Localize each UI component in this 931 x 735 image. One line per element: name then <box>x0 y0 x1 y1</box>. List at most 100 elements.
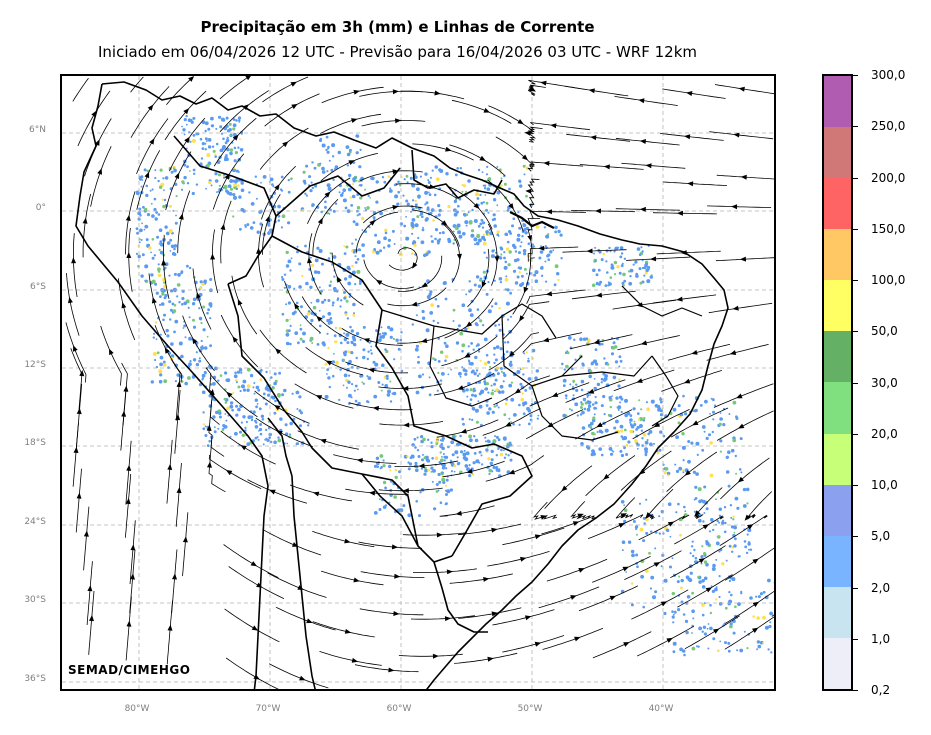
streamline-arrow <box>618 523 625 528</box>
rain-cell <box>389 380 392 383</box>
rain-cell <box>591 418 596 423</box>
rain-cell <box>383 180 387 184</box>
rain-cell <box>241 384 245 389</box>
rain-cell <box>406 181 409 184</box>
rain-cell <box>466 395 469 398</box>
rain-cell <box>406 202 410 206</box>
rain-cell <box>188 170 191 172</box>
rain-cell <box>508 250 512 254</box>
rain-cell <box>625 571 628 573</box>
rain-cell <box>660 565 663 568</box>
rain-cell <box>281 278 285 281</box>
rain-cell <box>594 260 597 262</box>
streamline <box>175 462 182 527</box>
rain-cell <box>220 132 224 135</box>
streamline-arrow <box>353 89 360 95</box>
rain-cell <box>734 496 739 501</box>
streamline <box>231 275 258 335</box>
streamline <box>269 663 329 689</box>
rain-cell <box>407 513 412 518</box>
rain-cell <box>350 351 354 355</box>
rain-cell <box>417 360 420 364</box>
rain-cell <box>535 369 539 373</box>
rain-cell <box>143 168 147 172</box>
rain-cell <box>234 151 238 155</box>
rain-cell <box>638 502 642 505</box>
rain-cell <box>380 326 383 329</box>
rain-cell <box>677 421 681 425</box>
rain-cell <box>627 540 632 544</box>
rain-cell <box>162 360 166 364</box>
streamline <box>444 298 494 339</box>
rain-cell <box>333 353 335 355</box>
rain-cell <box>701 613 705 617</box>
streamline <box>566 133 631 142</box>
rain-cell <box>499 281 502 284</box>
streamline <box>225 657 279 689</box>
rain-cell <box>445 502 448 505</box>
streamline <box>773 582 774 584</box>
streamline <box>320 153 378 182</box>
rain-cell <box>252 410 256 414</box>
colorbar-tick <box>853 638 858 640</box>
rain-cell <box>384 348 387 351</box>
rain-cell <box>182 327 185 329</box>
rain-cell <box>385 374 389 378</box>
rain-cell <box>461 343 466 348</box>
rain-cell <box>171 302 175 306</box>
rain-cell <box>453 212 458 217</box>
rain-cell <box>145 193 149 198</box>
rain-cell <box>609 276 613 279</box>
rain-cell <box>262 443 265 446</box>
rain-cell <box>342 358 345 362</box>
rain-cell <box>521 367 525 370</box>
rain-cell <box>744 545 748 549</box>
streamline <box>645 488 674 520</box>
rain-cell <box>621 549 624 552</box>
rain-cell <box>430 240 434 243</box>
rain-cell <box>462 456 467 460</box>
rain-cell <box>284 423 288 427</box>
rain-cell <box>596 382 601 387</box>
rain-cell <box>735 472 738 475</box>
rain-cell <box>722 423 726 427</box>
rain-cell <box>521 282 525 285</box>
rain-cell <box>258 407 262 411</box>
rain-cell <box>182 128 186 132</box>
streamline-arrow <box>109 348 114 356</box>
streamline-arrow <box>184 136 190 144</box>
rain-cell <box>411 207 415 211</box>
rain-cell <box>233 183 237 187</box>
rain-cell <box>232 392 235 395</box>
rain-cell <box>324 205 327 209</box>
rain-cell <box>686 595 691 599</box>
rain-cell <box>188 336 192 341</box>
streamline <box>467 248 490 308</box>
rain-cell <box>447 205 451 209</box>
rain-cell <box>394 194 399 199</box>
rain-cell <box>207 138 212 142</box>
streamline-arrow <box>542 337 550 343</box>
streamline-arrow <box>87 585 93 592</box>
rain-cell <box>524 231 528 235</box>
streamline-arrow <box>636 302 643 308</box>
rain-cell <box>412 456 415 459</box>
rain-cell <box>373 464 378 468</box>
rain-cell <box>321 143 326 148</box>
rain-cell <box>150 380 154 384</box>
rain-cell <box>252 221 256 225</box>
rain-cell <box>378 333 382 336</box>
rain-cell <box>669 535 672 538</box>
rain-cell <box>217 190 220 193</box>
streamline <box>670 545 726 579</box>
rain-cell <box>333 275 336 278</box>
streamline-arrow <box>192 337 198 344</box>
rain-cell <box>387 238 391 242</box>
streamline <box>212 153 245 210</box>
streamline-arrow <box>151 297 157 304</box>
rain-cell <box>485 201 489 205</box>
rain-cell <box>159 295 162 298</box>
rain-cell <box>420 212 424 216</box>
streamline <box>502 527 565 546</box>
rain-cell <box>369 197 372 199</box>
